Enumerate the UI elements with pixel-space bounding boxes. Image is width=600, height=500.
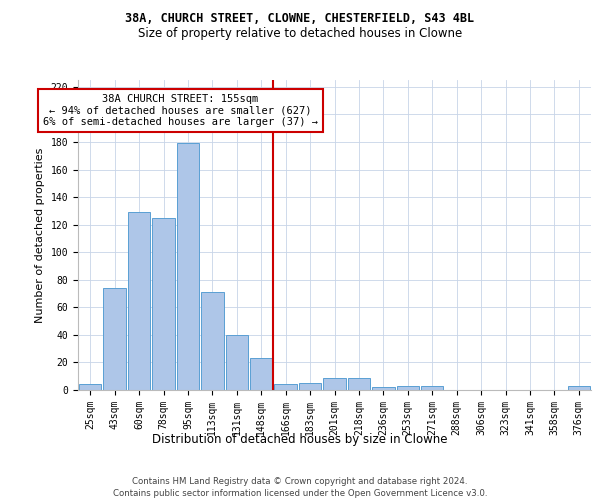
Bar — [372, 387, 395, 390]
Bar — [421, 386, 443, 390]
Bar — [226, 335, 248, 390]
Y-axis label: Number of detached properties: Number of detached properties — [35, 148, 45, 322]
Bar — [323, 378, 346, 390]
Bar — [152, 218, 175, 390]
Bar — [274, 384, 297, 390]
Bar — [79, 384, 101, 390]
Text: Contains public sector information licensed under the Open Government Licence v3: Contains public sector information licen… — [113, 489, 487, 498]
Bar — [250, 358, 272, 390]
Text: 38A, CHURCH STREET, CLOWNE, CHESTERFIELD, S43 4BL: 38A, CHURCH STREET, CLOWNE, CHESTERFIELD… — [125, 12, 475, 26]
Text: Distribution of detached houses by size in Clowne: Distribution of detached houses by size … — [152, 432, 448, 446]
Bar — [176, 144, 199, 390]
Bar — [397, 386, 419, 390]
Bar — [103, 288, 126, 390]
Bar — [347, 378, 370, 390]
Bar — [201, 292, 224, 390]
Bar — [128, 212, 151, 390]
Text: Size of property relative to detached houses in Clowne: Size of property relative to detached ho… — [138, 28, 462, 40]
Text: 38A CHURCH STREET: 155sqm
← 94% of detached houses are smaller (627)
6% of semi-: 38A CHURCH STREET: 155sqm ← 94% of detac… — [43, 94, 318, 127]
Text: Contains HM Land Registry data © Crown copyright and database right 2024.: Contains HM Land Registry data © Crown c… — [132, 478, 468, 486]
Bar — [299, 383, 322, 390]
Bar — [568, 386, 590, 390]
